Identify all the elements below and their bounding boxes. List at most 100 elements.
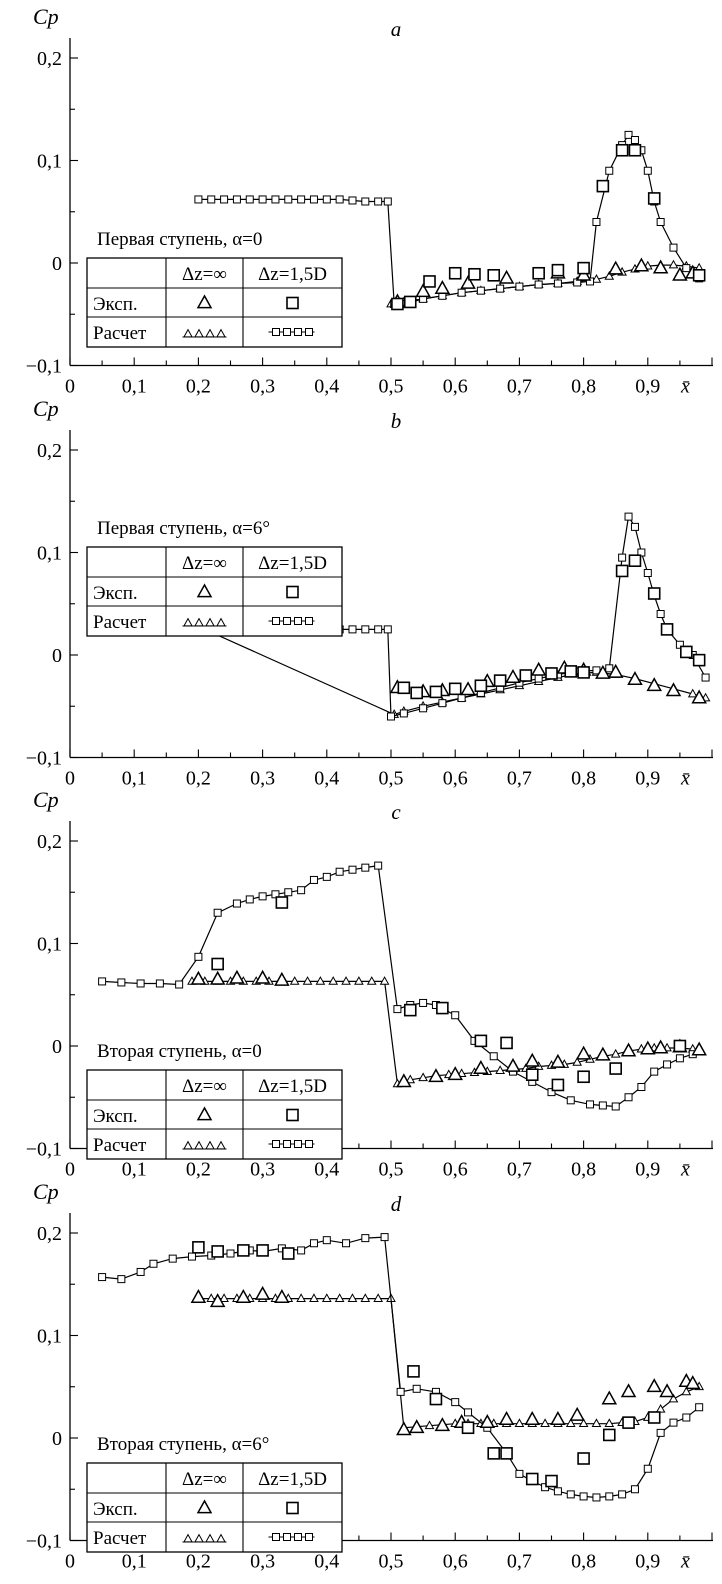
data-point [447, 1066, 463, 1081]
legend-marker [294, 328, 302, 336]
data-point [436, 1001, 449, 1015]
data-point [412, 1384, 421, 1393]
data-point [607, 663, 624, 678]
data-point [668, 259, 679, 269]
data-point [519, 669, 533, 682]
data-point [219, 1293, 229, 1302]
y-tick-label: 0,2 [37, 1223, 62, 1245]
data-point [684, 1375, 701, 1390]
legend-marker [286, 1501, 299, 1515]
data-point [495, 1065, 505, 1074]
data-point [532, 266, 545, 280]
y-axis-title: Cp [33, 787, 59, 812]
data-point [226, 1249, 235, 1258]
data-point [655, 1403, 666, 1413]
x-axis-title: x̄ [680, 1159, 690, 1181]
data-point [235, 1289, 252, 1304]
legend-marker [196, 1499, 213, 1514]
data-point [281, 1247, 295, 1260]
data-point [275, 896, 289, 909]
legend-col-inf: Δz=∞ [182, 264, 227, 285]
data-point [342, 1239, 351, 1248]
data-point [379, 976, 390, 985]
x-tick-label: 0,1 [122, 1551, 147, 1573]
data-point [578, 1418, 589, 1428]
data-point [493, 674, 507, 687]
data-point [328, 976, 339, 985]
data-point [628, 554, 642, 568]
legend-row-calc: Расчет [93, 1135, 147, 1156]
x-tick-label: 0,3 [250, 1551, 275, 1573]
data-point [640, 1040, 656, 1055]
data-point [607, 260, 624, 275]
panel-c: −0,100,10,20 0,1 0,2 0,3 0,4 0,5 0,6 0,7 0,8 0,9C… [26, 787, 713, 1181]
data-point [572, 1057, 583, 1066]
legend-title: Вторая ступень, α=0 [97, 1041, 262, 1062]
data-point [190, 970, 207, 985]
y-axis-title: Cp [33, 396, 59, 421]
data-point [410, 686, 423, 700]
data-point [457, 288, 466, 297]
y-tick-label: 0 [52, 645, 62, 667]
x-tick-label: 0,8 [571, 1551, 596, 1573]
x-tick-label: 0,2 [186, 1159, 211, 1181]
data-point [460, 274, 476, 289]
legend-marker [216, 617, 226, 627]
x-tick-label: 0,6 [443, 1159, 468, 1181]
data-point [254, 969, 271, 984]
data-point [624, 512, 633, 521]
x-tick-label: 0,6 [443, 768, 468, 790]
data-point [474, 1034, 488, 1048]
legend: Вторая ступень, α=6° Δz=∞ Δz=1,5D Эксп. Расч… [86, 1429, 343, 1553]
data-point [348, 196, 357, 205]
legend-marker [216, 1533, 226, 1543]
data-point [656, 218, 665, 226]
data-point [675, 1054, 684, 1063]
panel-a: −0,100,10,20 0,1 0,2 0,3 0,4 0,5 0,6 0,7 0,8 0,9C… [26, 4, 713, 398]
series-1 [98, 1233, 704, 1502]
x-tick-label: 0,3 [250, 768, 275, 790]
data-point [155, 979, 164, 988]
data-point [592, 1493, 601, 1502]
data-point [547, 1088, 556, 1097]
data-point [297, 195, 306, 204]
data-point [419, 998, 428, 1007]
x-axis-title: x̄ [680, 1551, 690, 1573]
data-point [564, 665, 578, 678]
x-tick-label: 0,1 [122, 376, 147, 398]
data-point [620, 1042, 637, 1057]
data-point [652, 1039, 669, 1054]
data-point [258, 195, 267, 204]
x-tick-label: 0,4 [314, 1159, 339, 1181]
data-point [461, 1421, 475, 1435]
legend-marker [286, 296, 299, 310]
data-point [194, 195, 203, 204]
data-point [659, 1383, 675, 1398]
data-point [348, 865, 357, 874]
data-point [620, 1383, 637, 1398]
data-point [680, 645, 693, 659]
x-tick-label: 0,5 [379, 1551, 404, 1573]
y-axis-title: Cp [33, 4, 59, 29]
series-2 [190, 1285, 701, 1436]
x-tick-label: 0,2 [186, 376, 211, 398]
legend-col-15d: Δz=1,5D [258, 1076, 327, 1097]
data-point [380, 1233, 389, 1242]
data-point [673, 1039, 687, 1053]
legend-marker [305, 617, 313, 625]
data-point [534, 674, 543, 683]
data-point [302, 976, 313, 985]
data-point [534, 280, 543, 289]
data-point [460, 681, 476, 696]
panel-label: d [391, 1192, 402, 1216]
data-point [605, 664, 614, 673]
x-tick-label: 0,5 [379, 768, 404, 790]
y-tick-label: −0,1 [26, 1139, 62, 1161]
data-point [232, 899, 241, 908]
data-point [429, 1392, 443, 1406]
data-point [682, 264, 691, 273]
data-point [669, 243, 678, 252]
data-point [136, 979, 145, 988]
y-tick-label: 0,1 [37, 543, 62, 565]
